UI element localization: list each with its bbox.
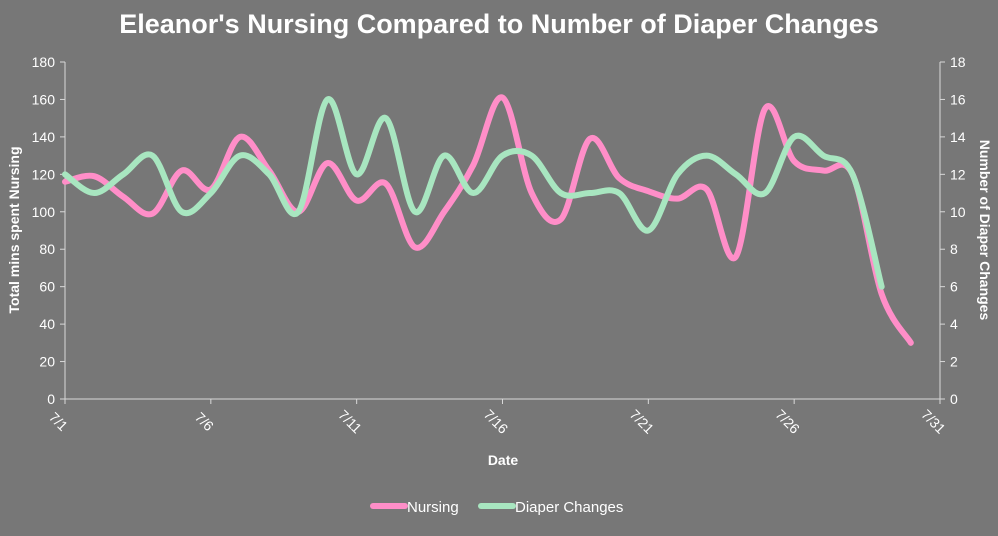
y-tick-label: 60 bbox=[39, 279, 55, 295]
y2-tick-label: 18 bbox=[950, 54, 966, 70]
y2-tick-label: 8 bbox=[950, 241, 958, 257]
legend-label-nursing: Nursing bbox=[407, 499, 459, 516]
y-tick-label: 140 bbox=[32, 129, 56, 145]
y-axis-left-ticks: 0 20 40 60 80 100 120 140 160 180 bbox=[32, 54, 65, 407]
y2-tick-label: 10 bbox=[950, 204, 966, 220]
x-tick-label: 7/21 bbox=[627, 406, 658, 437]
y-tick-label: 160 bbox=[32, 91, 56, 107]
x-tick-label: 7/31 bbox=[918, 406, 949, 437]
y-tick-label: 100 bbox=[32, 204, 56, 220]
y-tick-label: 120 bbox=[32, 166, 56, 182]
x-axis-ticks: 7/1 7/6 7/11 7/16 7/21 7/26 7/31 bbox=[46, 399, 949, 437]
x-tick-label: 7/26 bbox=[772, 406, 803, 437]
x-axis-label: Date bbox=[488, 452, 519, 468]
y-axis-left-label: Total mins spent Nursing bbox=[6, 147, 22, 314]
y-axis-right-label: Number of Diaper Changes bbox=[977, 140, 993, 321]
y-tick-label: 20 bbox=[39, 354, 55, 370]
y2-tick-label: 16 bbox=[950, 91, 966, 107]
y-tick-label: 180 bbox=[32, 54, 56, 70]
x-tick-label: 7/1 bbox=[46, 409, 71, 434]
legend-label-diaper-changes: Diaper Changes bbox=[515, 499, 623, 516]
x-tick-label: 7/6 bbox=[192, 409, 217, 434]
y-axis-right-ticks: 0 2 4 6 8 10 12 14 16 18 bbox=[940, 54, 966, 407]
y2-tick-label: 12 bbox=[950, 166, 966, 182]
x-tick-label: 7/16 bbox=[481, 406, 512, 437]
x-tick-label: 7/11 bbox=[335, 407, 365, 437]
y-tick-label: 80 bbox=[39, 241, 55, 257]
y2-tick-label: 2 bbox=[950, 354, 958, 370]
series-line-diaper-changes bbox=[62, 96, 885, 290]
legend: Nursing Diaper Changes bbox=[370, 499, 623, 516]
y-tick-label: 0 bbox=[47, 391, 55, 407]
y2-tick-label: 6 bbox=[950, 279, 958, 295]
y2-tick-label: 0 bbox=[950, 391, 958, 407]
y2-tick-label: 4 bbox=[950, 316, 958, 332]
y2-tick-label: 14 bbox=[950, 129, 966, 145]
series-line-nursing bbox=[62, 94, 914, 346]
y-tick-label: 40 bbox=[39, 316, 55, 332]
chart-title: Eleanor's Nursing Compared to Number of … bbox=[119, 9, 879, 39]
series-layer bbox=[62, 94, 914, 346]
